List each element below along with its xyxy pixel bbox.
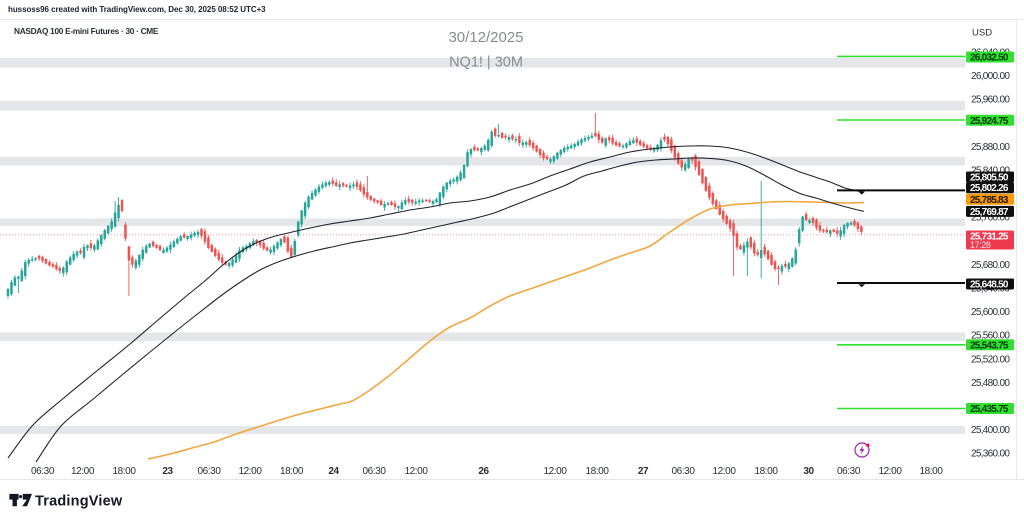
svg-text:18:00: 18:00 xyxy=(585,466,609,477)
svg-text:USD: USD xyxy=(972,28,992,39)
svg-text:18:00: 18:00 xyxy=(754,466,778,477)
svg-text:25,785.83: 25,785.83 xyxy=(970,195,1009,206)
svg-text:12:00: 12:00 xyxy=(712,466,736,477)
svg-text:17:28: 17:28 xyxy=(970,240,991,250)
svg-text:25,731.25: 25,731.25 xyxy=(970,232,1009,243)
svg-text:25,680.00: 25,680.00 xyxy=(971,260,1010,271)
svg-text:12:00: 12:00 xyxy=(238,466,262,477)
svg-text:25,560.00: 25,560.00 xyxy=(971,331,1010,342)
svg-text:06:30: 06:30 xyxy=(671,466,695,477)
svg-text:25,924.75: 25,924.75 xyxy=(970,116,1009,127)
svg-text:26,032.50: 26,032.50 xyxy=(970,53,1009,64)
svg-text:06:30: 06:30 xyxy=(362,466,386,477)
svg-text:25,960.00: 25,960.00 xyxy=(971,95,1010,106)
svg-text:25,648.50: 25,648.50 xyxy=(970,280,1009,291)
svg-text:12:00: 12:00 xyxy=(71,466,95,477)
svg-text:24: 24 xyxy=(328,466,339,477)
svg-text:25,600.00: 25,600.00 xyxy=(971,307,1010,318)
svg-text:25,543.75: 25,543.75 xyxy=(970,340,1009,351)
svg-text:TradingView: TradingView xyxy=(35,494,123,510)
svg-text:12:00: 12:00 xyxy=(404,466,428,477)
svg-text:25,840.00: 25,840.00 xyxy=(971,166,1010,177)
svg-text:30: 30 xyxy=(803,466,814,477)
svg-text:18:00: 18:00 xyxy=(280,466,304,477)
svg-text:25,480.00: 25,480.00 xyxy=(971,378,1010,389)
svg-text:25,880.00: 25,880.00 xyxy=(971,142,1010,153)
svg-text:25,400.00: 25,400.00 xyxy=(971,425,1010,436)
svg-text:25,360.00: 25,360.00 xyxy=(971,449,1010,460)
svg-text:06:30: 06:30 xyxy=(31,466,55,477)
svg-text:12:00: 12:00 xyxy=(878,466,902,477)
svg-text:06:30: 06:30 xyxy=(197,466,221,477)
svg-text:25,435.75: 25,435.75 xyxy=(970,404,1009,415)
svg-text:06:30: 06:30 xyxy=(837,466,861,477)
svg-text:18:00: 18:00 xyxy=(919,466,943,477)
svg-text:25,769.87: 25,769.87 xyxy=(970,207,1009,218)
svg-text:27: 27 xyxy=(638,466,649,477)
svg-text:25,805.50: 25,805.50 xyxy=(970,173,1009,184)
svg-text:26: 26 xyxy=(478,466,489,477)
svg-text:12:00: 12:00 xyxy=(543,466,567,477)
svg-text:18:00: 18:00 xyxy=(112,466,136,477)
svg-text:NQ1! | 30M: NQ1! | 30M xyxy=(449,55,523,71)
svg-text:25,760.00: 25,760.00 xyxy=(971,213,1010,224)
svg-text:26,000.00: 26,000.00 xyxy=(971,71,1010,82)
svg-text:23: 23 xyxy=(162,466,173,477)
svg-text:25,802.26: 25,802.26 xyxy=(970,183,1009,194)
svg-text:30/12/2025: 30/12/2025 xyxy=(448,29,523,46)
svg-text:25,520.00: 25,520.00 xyxy=(971,354,1010,365)
